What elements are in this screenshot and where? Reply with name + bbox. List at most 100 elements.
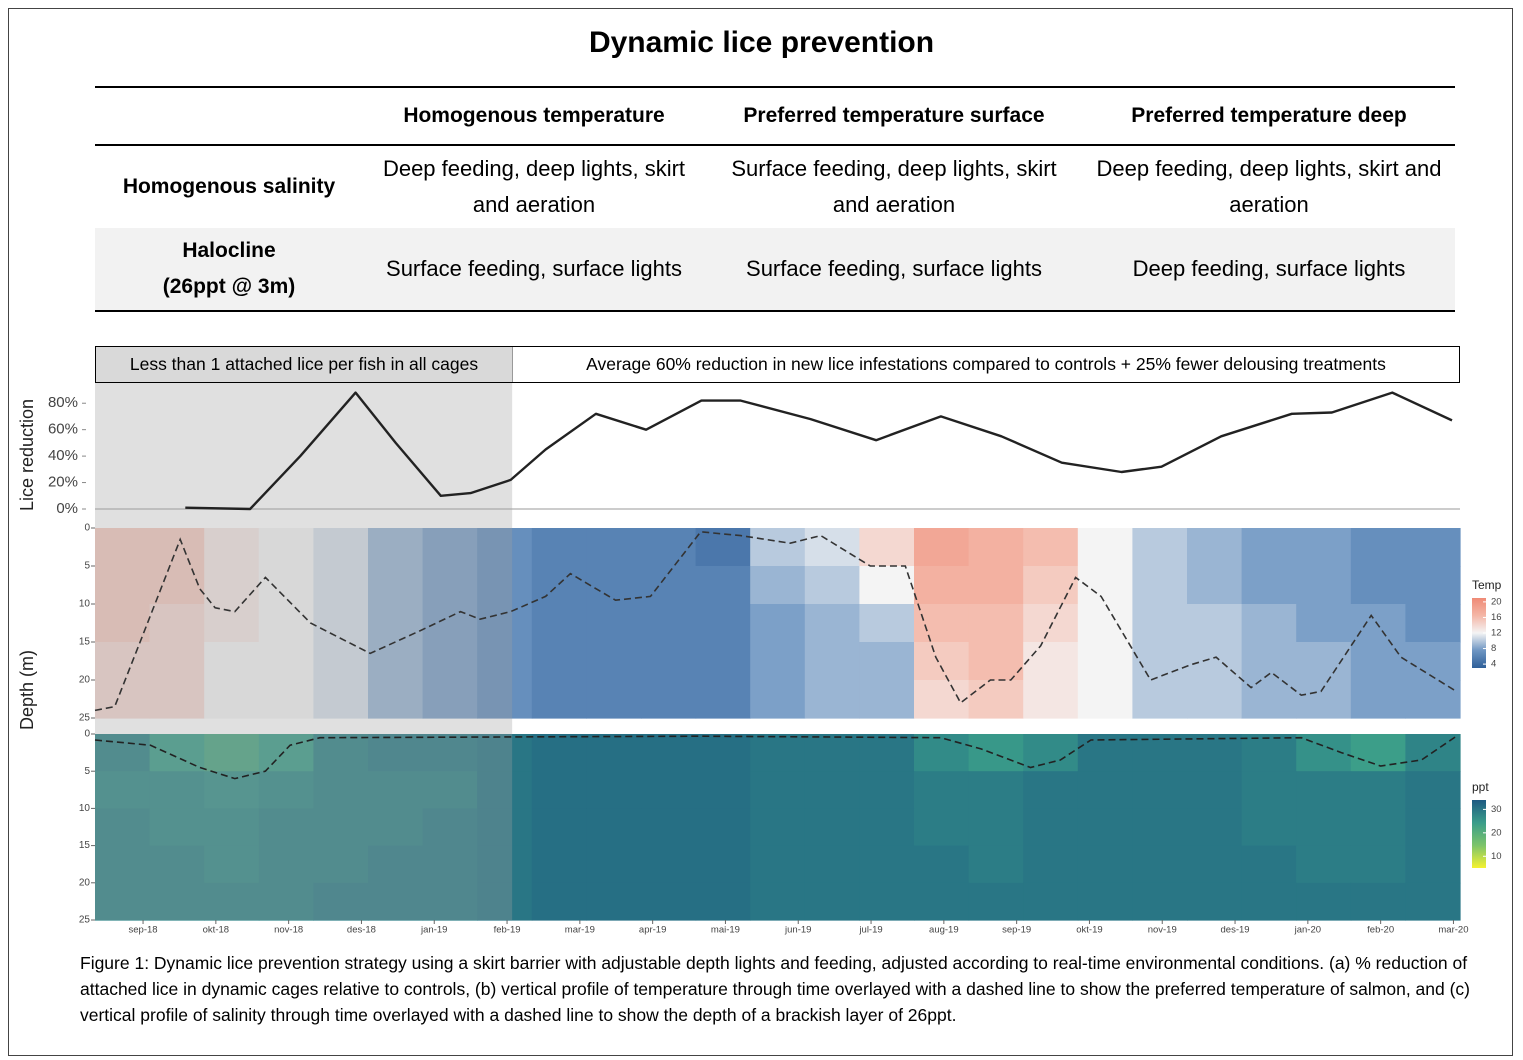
heat-cell (586, 734, 642, 772)
heat-cell (750, 882, 806, 921)
heat-cell (804, 566, 860, 605)
heat-cell (368, 845, 424, 884)
heat-cell (313, 808, 369, 847)
title: Dynamic lice prevention (588, 26, 935, 59)
heat-cell (149, 604, 205, 643)
heat-cell (95, 734, 151, 772)
heat-cell (1241, 528, 1297, 567)
heat-cell (804, 642, 860, 681)
y-tick-label: 20 (79, 877, 91, 888)
heat-cell (313, 845, 369, 884)
colorbar-title: ppt (1472, 780, 1489, 794)
heat-cell (641, 734, 697, 772)
heat-cell (859, 642, 915, 681)
heat-cell (95, 882, 151, 921)
heat-cell (95, 771, 151, 809)
y-tick-label: 15 (79, 840, 91, 851)
heat-cell (1023, 604, 1079, 643)
heat-cell (1405, 642, 1461, 681)
heat-cell (968, 566, 1024, 605)
heat-cell (750, 680, 806, 719)
heat-cell (804, 528, 860, 567)
y-tick-label: 0 (84, 523, 90, 534)
line (185, 391, 1453, 511)
y-tick-label: 5 (84, 766, 90, 777)
banner: Less than 1 attached lice per fish in al… (95, 346, 1460, 383)
heat-cell (1077, 528, 1133, 567)
heat-cell (368, 642, 424, 681)
heat-cell (1077, 642, 1133, 681)
heat-cell (149, 680, 205, 719)
y-tick-label: 20 (79, 675, 91, 686)
heat-cell (204, 642, 260, 681)
heat-cell (422, 771, 478, 809)
heat-cell (1405, 845, 1461, 884)
heat-cell (1350, 566, 1406, 605)
heat-cell (258, 604, 314, 643)
heat-cell (586, 642, 642, 681)
dashed-line (94, 735, 1457, 780)
x-tick-label: nov-19 (1148, 925, 1177, 936)
heat-cell (750, 642, 806, 681)
heat-cell (422, 882, 478, 921)
heat-cell (95, 528, 151, 567)
heat-cell (1350, 680, 1406, 719)
heat-cell (859, 680, 915, 719)
heat-cell (968, 528, 1024, 567)
heat-cell (531, 642, 587, 681)
heat-cell (859, 808, 915, 847)
heat-cell (204, 734, 260, 772)
heat-cell (1187, 566, 1243, 605)
heat-cell (968, 680, 1024, 719)
heat-cell (914, 528, 970, 567)
heat-cell (804, 845, 860, 884)
heat-cell (1023, 642, 1079, 681)
heat-cell (1241, 771, 1297, 809)
heat-cell (368, 604, 424, 643)
heat-cell (422, 604, 478, 643)
heat-cell (968, 808, 1024, 847)
heat-cell (641, 642, 697, 681)
heat-cell (804, 734, 860, 772)
heat-cell (1405, 528, 1461, 567)
x-tick-label: mai-19 (711, 925, 740, 936)
heat-cell (586, 771, 642, 809)
heat-cell (531, 528, 587, 567)
heat-cell (258, 642, 314, 681)
heat-cell (586, 808, 642, 847)
caption: Figure 1: Dynamic lice prevention strate… (80, 953, 1471, 1025)
heat-cell (1077, 882, 1133, 921)
y-tick-label: 80% (48, 394, 78, 411)
heat-cell (258, 566, 314, 605)
heat-cell (313, 528, 369, 567)
heat-cell (968, 734, 1024, 772)
heat-cell (368, 528, 424, 567)
heat-cell (641, 528, 697, 567)
heat-cell (804, 680, 860, 719)
colorbar-tick-label: 16 (1491, 612, 1502, 623)
heat-cell (1296, 808, 1352, 847)
cell: Deep feeding, deep lights, skirt and aer… (382, 156, 686, 217)
heat-cell (641, 566, 697, 605)
heat-cell (1241, 882, 1297, 921)
heat-cell (149, 808, 205, 847)
y-tick-label: 0 (84, 729, 90, 740)
heat-cell (859, 771, 915, 809)
heat-cell (968, 882, 1024, 921)
heat-cell (914, 680, 970, 719)
heat-cell (1405, 771, 1461, 809)
heat-cell (149, 566, 205, 605)
heat-cell (968, 604, 1024, 643)
heat-cell (804, 604, 860, 643)
heat-cell (586, 604, 642, 643)
heat-cell (914, 845, 970, 884)
heat-cell (1132, 642, 1188, 681)
cell: Deep feeding, deep lights, skirt and aer… (1096, 156, 1442, 217)
heat-cell (368, 734, 424, 772)
heat-cell (1405, 604, 1461, 643)
heat-cell (750, 808, 806, 847)
heat-cell (531, 845, 587, 884)
heat-cell (641, 808, 697, 847)
highlight (95, 383, 513, 920)
